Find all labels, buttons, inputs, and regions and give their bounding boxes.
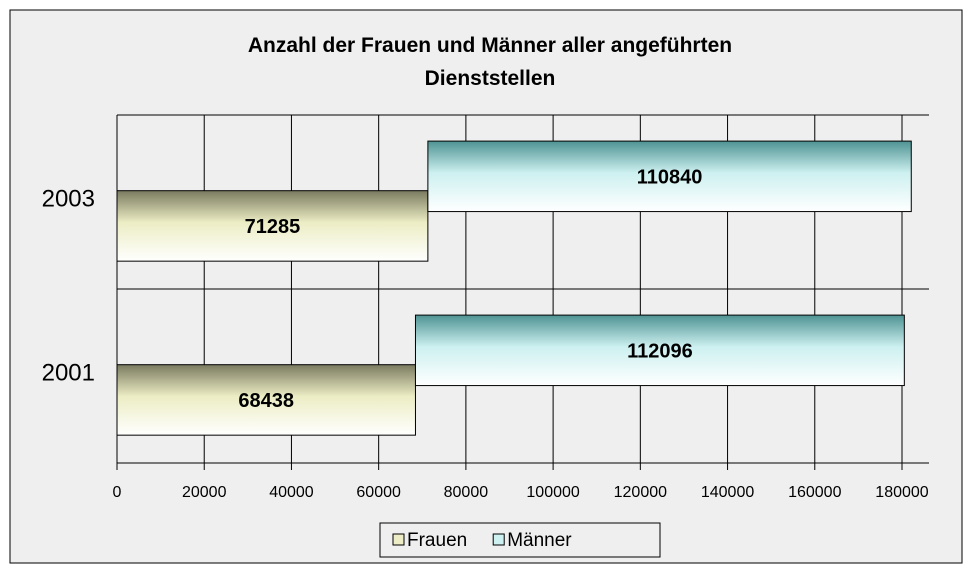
bar: [116, 190, 429, 262]
legend-swatch: [392, 533, 405, 546]
legend: [379, 522, 661, 558]
x-tick-label: 180000: [875, 484, 928, 501]
x-tick-label: 40000: [269, 484, 314, 501]
x-tick-label: 80000: [444, 484, 489, 501]
x-tick-label: 20000: [182, 484, 227, 501]
data-label: 112096: [627, 341, 693, 363]
x-tick-label: 160000: [788, 484, 841, 501]
x-tick-label: 120000: [614, 484, 667, 501]
data-label: 68438: [238, 390, 294, 412]
bar: [427, 140, 912, 213]
x-tick-label: 100000: [526, 484, 579, 501]
data-label: 71285: [245, 216, 301, 238]
legend-label: Männer: [507, 530, 572, 551]
chart-title: Anzahl der Frauen und Männer aller angef…: [248, 34, 732, 90]
legend-swatch: [492, 533, 505, 546]
y-tick-label: 2001: [42, 360, 95, 387]
bar: [116, 364, 416, 436]
x-tick-label: 0: [113, 484, 122, 501]
bar: [414, 314, 905, 387]
data-label: 110840: [637, 167, 703, 189]
y-tick-label: 2003: [42, 186, 95, 213]
x-tick-label: 60000: [356, 484, 401, 501]
chart-area: [9, 9, 963, 564]
x-tick-label: 140000: [701, 484, 754, 501]
legend-label: Frauen: [407, 530, 467, 551]
